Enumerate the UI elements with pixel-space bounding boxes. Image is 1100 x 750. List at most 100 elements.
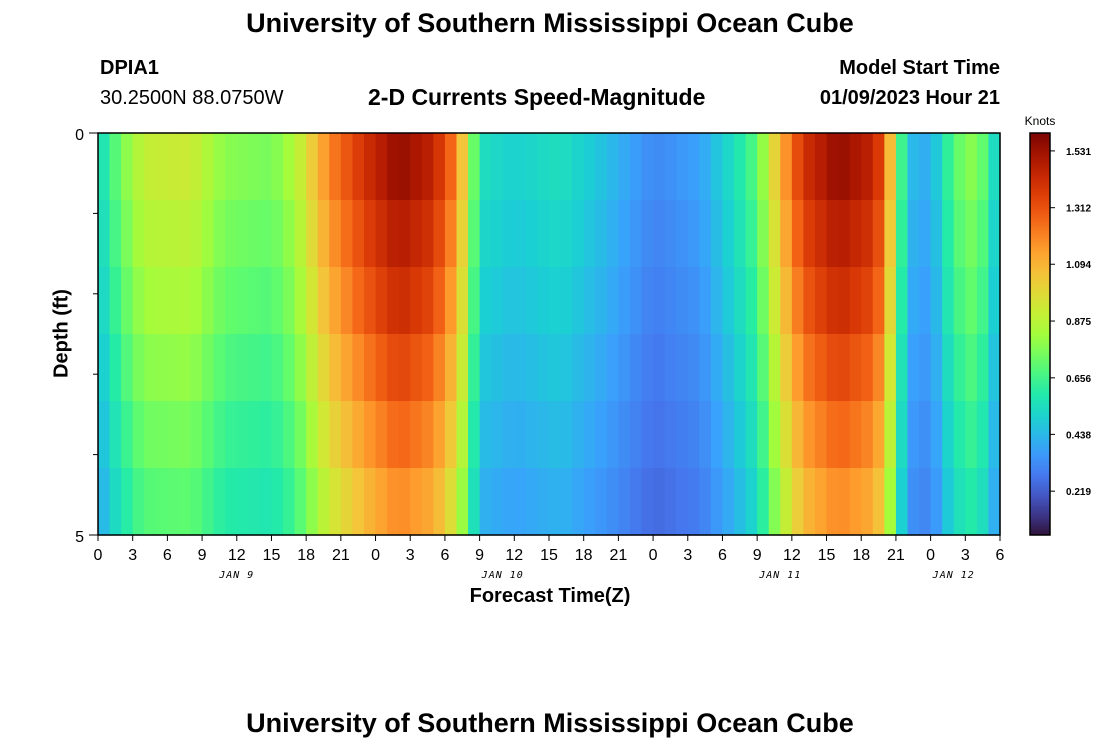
heatmap-cell [884,334,897,402]
heatmap-cell [363,401,377,469]
heatmap-cell [202,401,215,469]
heatmap-cell [595,200,608,268]
heatmap-cell [768,267,781,335]
heatmap-cell [375,133,388,201]
heatmap-cell [537,200,550,268]
heatmap-cell [583,267,596,335]
x-tick-label: 9 [475,547,484,564]
heatmap-cell [942,267,955,335]
heatmap-cell [814,468,828,536]
heatmap-cell [363,200,377,268]
heatmap-cell [537,401,550,469]
heatmap-cell [629,200,643,268]
x-tick-label: 3 [683,547,692,564]
heatmap-cell [109,334,122,402]
heatmap-cell [664,267,677,335]
heatmap-cell [560,468,573,536]
heatmap-cell [525,401,539,469]
x-tick-label: 0 [649,547,658,564]
heatmap-cell [768,200,781,268]
heatmap-cell [826,133,839,201]
heatmap-cell [653,267,666,335]
heatmap-cell [976,401,990,469]
heatmap-cell [861,267,874,335]
heatmap-cell [283,267,296,335]
heatmap-cell [907,133,920,201]
heatmap-cell [884,200,897,268]
heatmap-cell [271,133,284,201]
heatmap-cell [375,401,388,469]
heatmap-cell [595,468,608,536]
heatmap-cell [525,200,539,268]
heatmap-cell [930,267,943,335]
colorbar-tick-label: 0.656 [1066,374,1091,385]
heatmap-cell [618,468,631,536]
heatmap-cell [722,200,735,268]
heatmap-cell [178,133,192,201]
heatmap-cell [456,200,469,268]
colorbar-tick-label: 1.312 [1066,204,1091,215]
heatmap-cell [583,133,596,201]
heatmap-cell [653,334,666,402]
heatmap-cell [872,468,885,536]
heatmap-cell [953,200,966,268]
heatmap-cell [814,200,828,268]
heatmap-cell [144,401,157,469]
x-tick-label: 15 [263,547,281,564]
heatmap-cell [132,133,145,201]
heatmap-cell [236,267,249,335]
x-tick-label: 18 [575,547,593,564]
heatmap-cell [988,468,1001,536]
heatmap-cell [479,468,492,536]
heatmap-cell [699,401,712,469]
heatmap-cell [398,468,411,536]
heatmap-cell [664,133,677,201]
heatmap-cell [687,334,700,402]
heatmap-cell [514,200,527,268]
heatmap-cell [352,133,365,201]
heatmap-cell [225,200,238,268]
heatmap-cell [606,267,619,335]
heatmap-cell [942,334,955,402]
heatmap-cell [572,401,585,469]
heatmap-cell [456,133,469,201]
heatmap-cell [248,468,261,536]
heatmap-cell [433,267,446,335]
heatmap-cell [421,334,434,402]
heatmap-cell [213,468,226,536]
date-label: JAN 9 [218,570,254,581]
heatmap-cell [190,468,203,536]
heatmap-cell [895,267,909,335]
station-coordinates: 30.2500N 88.0750W [100,87,284,109]
heatmap-cell [502,334,515,402]
heatmap-cell [583,401,596,469]
heatmap-cell [468,468,481,536]
heatmap-cell [213,334,226,402]
heatmap-cell [317,334,330,402]
heatmap-cell [491,468,504,536]
heatmap-cell [699,133,712,201]
heatmap-cell [479,401,492,469]
heatmap-cell [791,401,805,469]
heatmap-cell [468,267,481,335]
heatmap-cell [803,267,816,335]
heatmap-cell [421,200,434,268]
heatmap-cell [976,468,990,536]
heatmap-cell [190,200,203,268]
heatmap-cell [306,401,319,469]
heatmap-cell [410,334,423,402]
heatmap-cell [814,334,828,402]
heatmap-cell [953,401,966,469]
heatmap-cell [919,334,932,402]
heatmap-cell [722,401,735,469]
x-tick-label: 9 [198,547,207,564]
heatmap-cell [132,401,145,469]
heatmap-cell [884,133,897,201]
heatmap-cell [121,267,134,335]
heatmap-cell [121,468,134,536]
heatmap-cell [895,200,909,268]
heatmap-cell [895,133,909,201]
heatmap-cell [734,133,747,201]
heatmap-cell [745,200,758,268]
heatmap-cell [907,200,920,268]
